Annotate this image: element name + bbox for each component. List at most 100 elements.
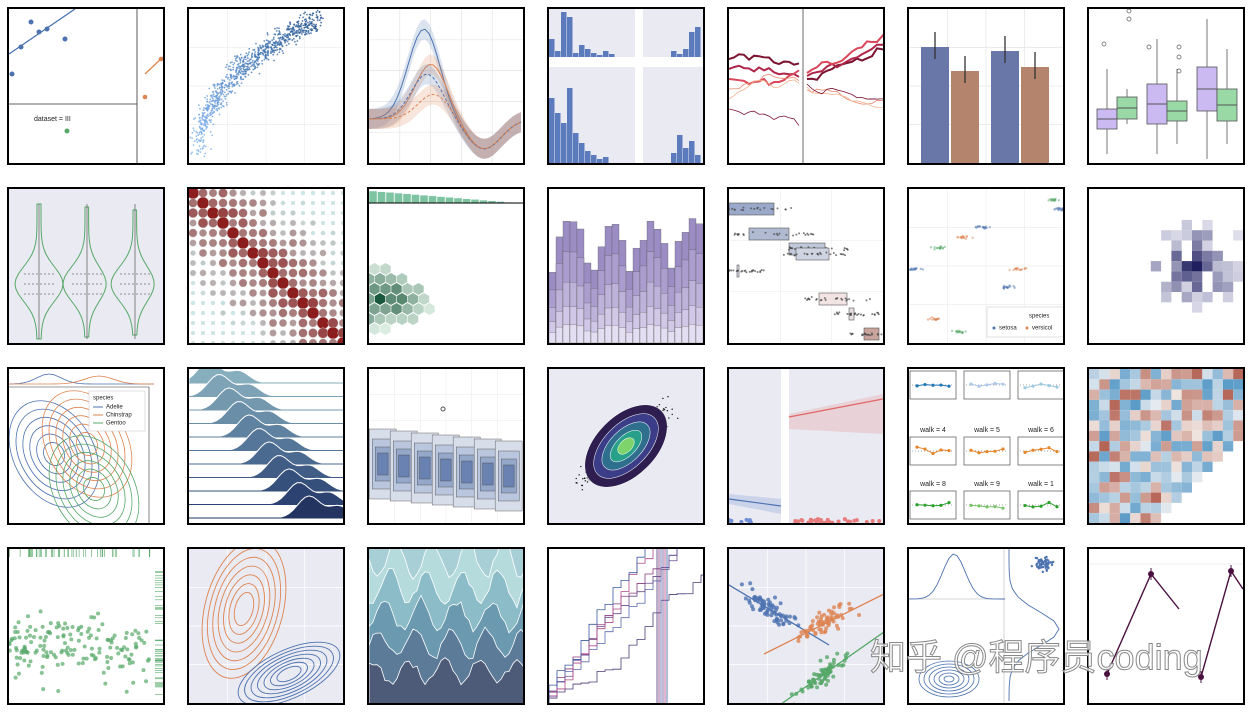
rect (1171, 420, 1182, 431)
frame (187, 7, 345, 165)
point (235, 73, 238, 76)
cell (198, 189, 208, 198)
rect (1140, 430, 1151, 442)
point (830, 247, 833, 250)
point (1004, 285, 1008, 288)
rect (1130, 399, 1141, 411)
point (992, 326, 996, 330)
point (118, 664, 123, 669)
point (195, 130, 198, 133)
point (17, 635, 22, 640)
point (269, 40, 272, 43)
line (729, 498, 782, 507)
point (247, 63, 249, 66)
cell (189, 207, 199, 219)
point (985, 449, 989, 454)
point (239, 68, 242, 71)
point (787, 248, 790, 251)
point (304, 11, 307, 14)
cell (288, 258, 298, 268)
point (255, 62, 258, 65)
rect (1181, 230, 1192, 241)
rect (1150, 451, 1162, 462)
rect (585, 151, 591, 163)
label: Chinstrap (106, 413, 132, 419)
contour (923, 663, 975, 695)
point (254, 54, 257, 57)
cell (338, 298, 343, 308)
point (227, 77, 229, 80)
rect (1171, 399, 1182, 411)
frame (547, 187, 705, 345)
point (824, 626, 829, 631)
point (293, 40, 296, 43)
frame (187, 187, 345, 345)
contour (29, 425, 79, 483)
point (204, 119, 207, 121)
point (287, 25, 290, 28)
point (40, 624, 45, 629)
cell (288, 308, 298, 318)
point (198, 133, 201, 135)
point (818, 658, 823, 663)
rect (1161, 502, 1172, 514)
rect (909, 490, 957, 520)
frame (1087, 7, 1245, 165)
point (277, 37, 280, 40)
outlier (1176, 68, 1182, 74)
point (752, 269, 755, 272)
point (199, 121, 202, 123)
point (889, 333, 891, 335)
point (216, 105, 219, 108)
point (914, 267, 917, 271)
point (582, 478, 584, 480)
cell (300, 190, 306, 196)
point (849, 314, 852, 317)
cell (190, 290, 196, 296)
point (18, 656, 23, 661)
contour (217, 565, 271, 653)
point (225, 104, 228, 106)
hexbin (391, 303, 402, 315)
rect (1161, 492, 1172, 503)
point (246, 54, 249, 57)
cell (200, 290, 206, 296)
cell (240, 330, 246, 336)
contour (48, 435, 140, 523)
point (110, 636, 115, 641)
point (10, 636, 15, 641)
point (964, 330, 967, 333)
contour (76, 468, 112, 510)
hexbin (391, 283, 402, 295)
point (752, 595, 757, 600)
point (808, 624, 813, 629)
point (301, 31, 303, 33)
point (222, 105, 225, 108)
rect (921, 47, 949, 163)
point (781, 622, 786, 627)
point (130, 660, 135, 665)
point (70, 652, 75, 657)
point (307, 24, 310, 27)
point (202, 112, 205, 115)
rect (1171, 410, 1182, 421)
point (1061, 207, 1063, 210)
point (740, 270, 743, 273)
point (250, 65, 252, 68)
point (773, 595, 778, 600)
point (839, 663, 844, 668)
point (28, 19, 34, 25)
point (763, 207, 766, 210)
contour (83, 477, 105, 501)
point (285, 36, 288, 39)
point (316, 9, 319, 12)
cell (268, 248, 278, 258)
thumbnail (1087, 7, 1245, 165)
rect (1181, 472, 1192, 483)
frame (547, 547, 705, 705)
rect (1140, 379, 1151, 390)
point (201, 127, 204, 130)
point (133, 641, 138, 646)
rect (1109, 389, 1120, 400)
point (315, 14, 318, 16)
